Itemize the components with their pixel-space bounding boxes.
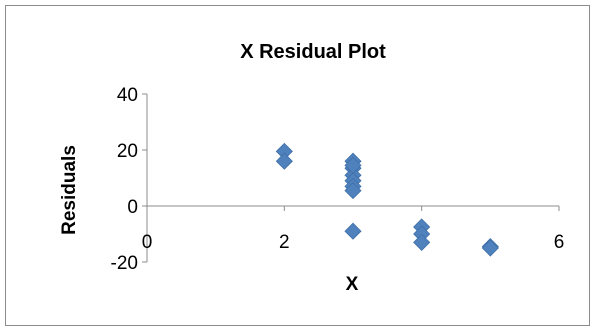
data-point [481,239,499,257]
scatter-chart: X Residual Plot Residuals X -20020400246 [59,41,565,295]
x-tick-label: 6 [554,232,565,253]
y-tick-label: -20 [111,253,138,274]
data-point [344,156,362,174]
axes [142,93,560,263]
data-point [344,182,362,200]
chart-title: X Residual Plot [240,41,386,63]
y-tick-label: 0 [127,197,138,218]
data-point [344,222,362,240]
y-tick-label: 20 [117,141,138,162]
y-tick-label: 40 [117,85,138,106]
x-axis-title: X [346,274,359,295]
x-tick-label: 2 [279,232,290,253]
chart-frame: X Residual Plot Residuals X -20020400246 [5,5,590,326]
y-axis-title: Residuals [59,145,80,235]
data-point [275,152,293,170]
data-points [275,142,499,257]
x-tick-label: 0 [142,232,153,253]
data-point [413,233,431,251]
